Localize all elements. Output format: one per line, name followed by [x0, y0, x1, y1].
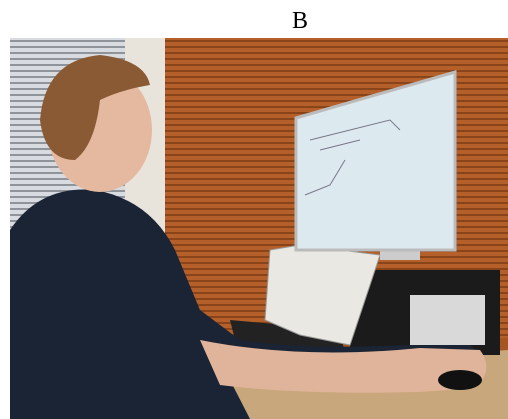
- printer-label: [410, 295, 485, 345]
- page: B (() => { const data = JSON.parse(docum…: [0, 0, 508, 419]
- panel-label: B: [0, 8, 508, 35]
- photo: [0, 0, 508, 419]
- mouse: [438, 370, 482, 390]
